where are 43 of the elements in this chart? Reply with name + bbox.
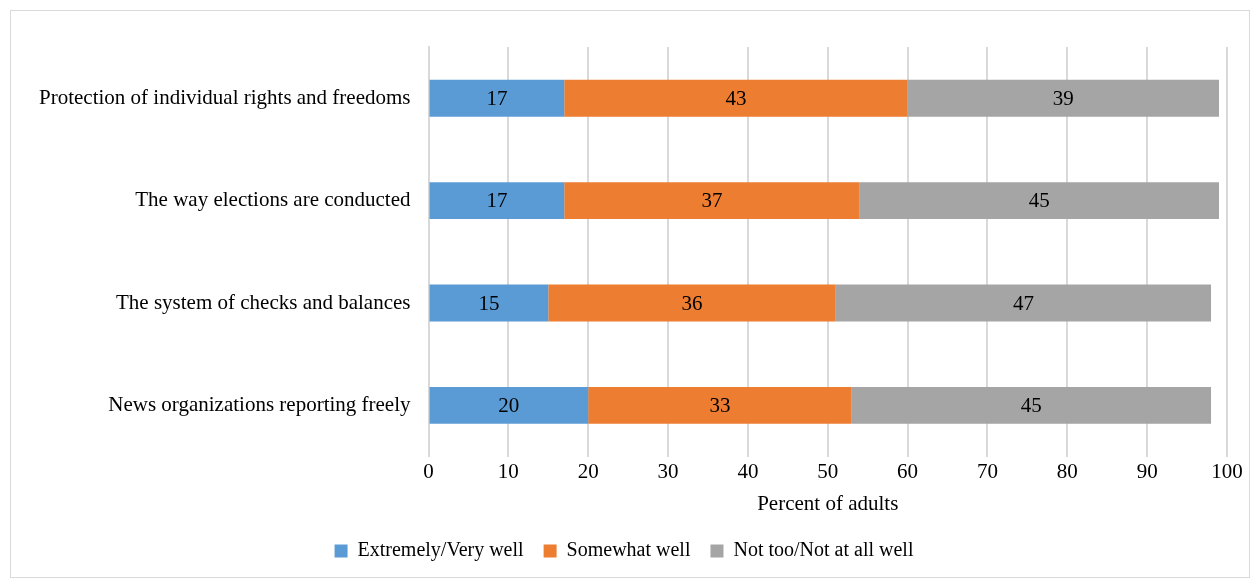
x-tick-label: 10 xyxy=(497,458,519,483)
bar xyxy=(429,79,565,117)
x-tick-label: 20 xyxy=(577,458,599,483)
data-label: 37 xyxy=(701,188,723,213)
x-tick-label: 70 xyxy=(976,458,998,483)
y-tick-label: Protection of individual rights and freedoms xyxy=(38,84,411,109)
data-label: 17 xyxy=(486,85,508,110)
bar xyxy=(564,79,908,117)
bar xyxy=(429,284,549,322)
x-tick-label: 60 xyxy=(897,458,919,483)
data-label: 15 xyxy=(478,290,500,315)
legend-label: Extremely/Very well xyxy=(357,538,525,562)
y-tick-label: News organizations reporting freely xyxy=(108,391,412,416)
x-tick-label: 90 xyxy=(1136,458,1158,483)
legend-label: Not too/Not at all well xyxy=(733,538,914,561)
x-axis-title: Percent of adults xyxy=(757,490,899,515)
data-label: 17 xyxy=(486,188,508,213)
y-tick-label: The way elections are conducted xyxy=(135,187,411,212)
bar xyxy=(859,182,1220,220)
bar xyxy=(564,182,860,220)
data-label: 45 xyxy=(1020,392,1042,417)
x-tick-label: 50 xyxy=(817,458,839,483)
bar xyxy=(851,386,1212,424)
data-label: 39 xyxy=(1052,85,1074,110)
data-label: 20 xyxy=(498,392,520,417)
x-tick-label: 100 xyxy=(1211,458,1243,483)
bar xyxy=(588,386,852,424)
x-tick-label: 0 xyxy=(423,458,434,483)
data-label: 43 xyxy=(725,85,747,110)
bar xyxy=(835,284,1212,322)
data-label: 36 xyxy=(681,290,703,315)
data-label: 47 xyxy=(1012,290,1034,315)
x-tick-label: 80 xyxy=(1056,458,1078,483)
data-label: 45 xyxy=(1028,188,1050,213)
y-tick-label: The system of checks and balances xyxy=(116,289,411,314)
x-tick-label: 40 xyxy=(737,458,759,483)
bar xyxy=(429,386,589,424)
data-label: 33 xyxy=(709,392,731,417)
legend-label: Somewhat well xyxy=(566,538,691,561)
bar xyxy=(907,79,1220,117)
x-tick-label: 30 xyxy=(657,458,679,483)
bar xyxy=(429,182,565,220)
bar xyxy=(548,284,836,322)
